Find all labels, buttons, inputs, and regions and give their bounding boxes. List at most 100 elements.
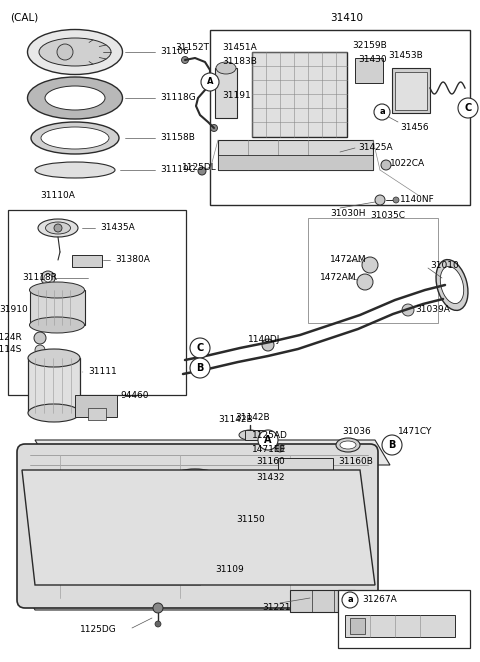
Circle shape	[57, 44, 73, 60]
FancyBboxPatch shape	[17, 444, 378, 608]
Bar	[70, 480, 135, 525]
Text: 31039A: 31039A	[415, 305, 450, 314]
Bar	[395, 72, 427, 110]
Text: 1472AM: 1472AM	[330, 256, 367, 265]
Ellipse shape	[155, 469, 235, 521]
Text: C: C	[196, 343, 204, 353]
Circle shape	[34, 332, 46, 344]
Bar	[278, 474, 308, 484]
Bar	[218, 155, 373, 170]
Text: 31910: 31910	[0, 305, 28, 314]
Bar	[278, 458, 333, 474]
Text: B: B	[388, 440, 396, 450]
Text: 31110A: 31110A	[40, 191, 75, 199]
Text: 31109: 31109	[215, 565, 244, 575]
Text: 31158B: 31158B	[160, 134, 195, 142]
Ellipse shape	[28, 404, 80, 422]
Circle shape	[201, 73, 219, 91]
Ellipse shape	[46, 222, 71, 234]
Text: B: B	[196, 363, 204, 373]
Text: (CAL): (CAL)	[10, 13, 38, 23]
Circle shape	[35, 345, 45, 355]
Circle shape	[262, 339, 274, 351]
Text: 31456: 31456	[400, 124, 429, 132]
Text: 31221: 31221	[262, 604, 290, 612]
Text: 1022CA: 1022CA	[390, 158, 425, 167]
Circle shape	[342, 592, 358, 608]
Text: 1125DL: 1125DL	[182, 164, 217, 173]
Ellipse shape	[41, 127, 109, 149]
Text: 1471CY: 1471CY	[398, 428, 432, 436]
Bar	[252, 52, 347, 137]
Ellipse shape	[45, 86, 105, 110]
Text: 1125DG: 1125DG	[80, 626, 117, 634]
Ellipse shape	[27, 77, 122, 119]
Bar	[355, 58, 383, 83]
Circle shape	[211, 124, 217, 132]
Text: 31160: 31160	[256, 457, 285, 467]
Polygon shape	[35, 440, 390, 465]
Circle shape	[393, 197, 399, 203]
Ellipse shape	[239, 430, 261, 440]
Text: 32159B: 32159B	[352, 40, 387, 50]
Bar	[218, 140, 373, 170]
Text: 1125AD: 1125AD	[252, 432, 288, 440]
Circle shape	[381, 160, 391, 170]
Ellipse shape	[340, 441, 356, 449]
Ellipse shape	[29, 282, 84, 298]
Text: 31183B: 31183B	[222, 58, 257, 66]
Text: a: a	[347, 596, 353, 604]
Bar	[290, 590, 355, 612]
Text: 31119C: 31119C	[160, 166, 195, 175]
Circle shape	[153, 603, 163, 613]
Circle shape	[200, 563, 210, 573]
Ellipse shape	[164, 475, 226, 515]
Text: 31150: 31150	[236, 516, 265, 524]
Text: 31118G: 31118G	[160, 93, 196, 103]
Circle shape	[375, 195, 385, 205]
Text: 31142B: 31142B	[218, 416, 252, 424]
Text: a: a	[379, 107, 385, 117]
Circle shape	[44, 274, 52, 282]
Text: 31432: 31432	[256, 473, 285, 483]
Circle shape	[41, 271, 55, 285]
Text: 31380A: 31380A	[115, 256, 150, 265]
Text: C: C	[464, 103, 472, 113]
Text: 1140NF: 1140NF	[400, 195, 435, 205]
Circle shape	[382, 435, 402, 455]
Text: 31035C: 31035C	[370, 211, 405, 220]
Ellipse shape	[436, 260, 468, 310]
Text: 31111: 31111	[88, 367, 117, 377]
Bar	[8, 210, 186, 395]
Circle shape	[190, 338, 210, 358]
Polygon shape	[22, 585, 375, 610]
Ellipse shape	[31, 122, 119, 154]
Bar	[120, 545, 200, 585]
Ellipse shape	[440, 266, 464, 304]
Circle shape	[357, 274, 373, 290]
Bar	[75, 395, 117, 417]
Text: 31124R: 31124R	[0, 334, 22, 342]
Bar	[88, 408, 106, 420]
Bar	[392, 68, 430, 113]
Circle shape	[458, 98, 478, 118]
Text: 31451A: 31451A	[222, 44, 257, 52]
Text: 31142B: 31142B	[235, 414, 270, 422]
Circle shape	[181, 56, 189, 64]
Bar	[350, 618, 365, 634]
Ellipse shape	[27, 30, 122, 75]
Bar	[210, 30, 470, 205]
Ellipse shape	[35, 162, 115, 178]
Ellipse shape	[216, 62, 236, 74]
Polygon shape	[22, 470, 375, 585]
Text: 31118R: 31118R	[22, 273, 57, 283]
Circle shape	[54, 224, 62, 232]
Bar	[72, 255, 102, 267]
Ellipse shape	[28, 349, 80, 367]
Bar	[338, 590, 470, 648]
Text: 31152T: 31152T	[175, 44, 209, 52]
Text: 94460: 94460	[120, 391, 148, 399]
Bar	[245, 430, 263, 440]
Ellipse shape	[336, 438, 360, 452]
Circle shape	[190, 358, 210, 378]
